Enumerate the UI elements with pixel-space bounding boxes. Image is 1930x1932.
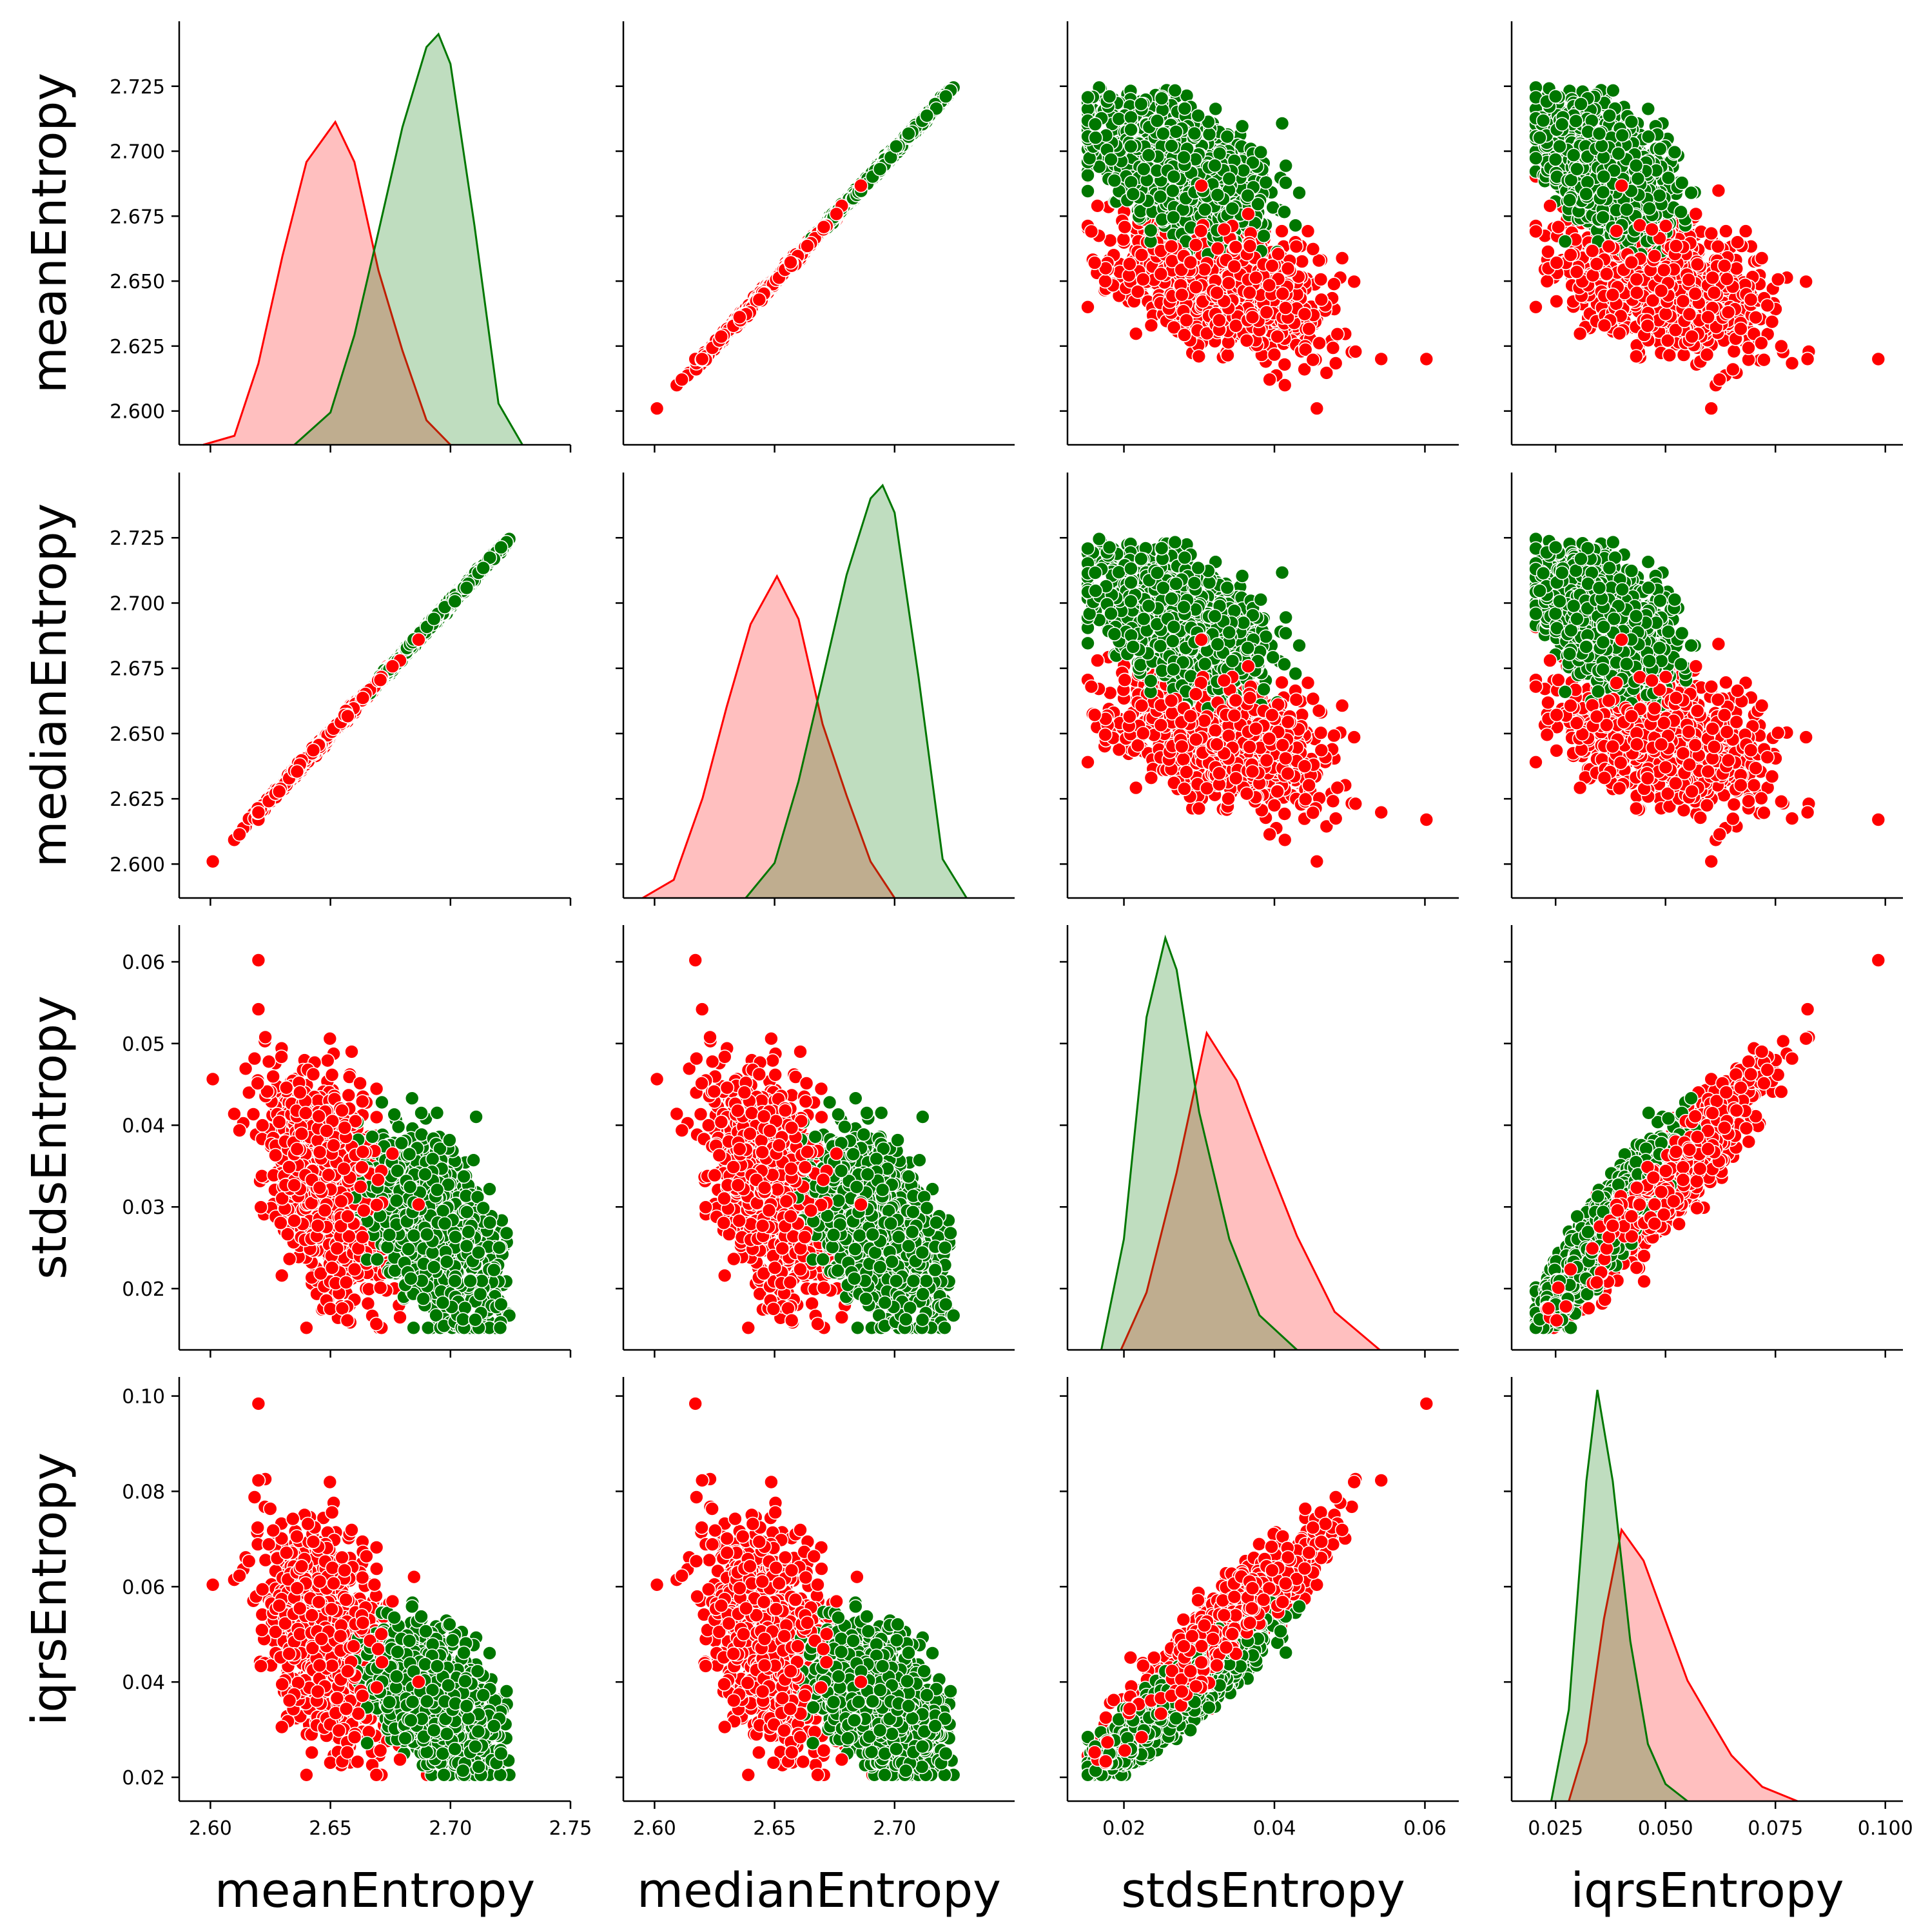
scatter-point	[675, 373, 688, 386]
panel-meanEntropy-vs-medianEntropy	[650, 81, 960, 415]
pairplot-figure: 2.6002.6252.6502.6752.7002.7252.6002.625…	[0, 0, 1930, 1932]
scatter-point	[650, 402, 664, 415]
panel-meanEntropy-vs-meanEntropy	[203, 34, 522, 445]
data-layer	[203, 34, 1885, 1801]
